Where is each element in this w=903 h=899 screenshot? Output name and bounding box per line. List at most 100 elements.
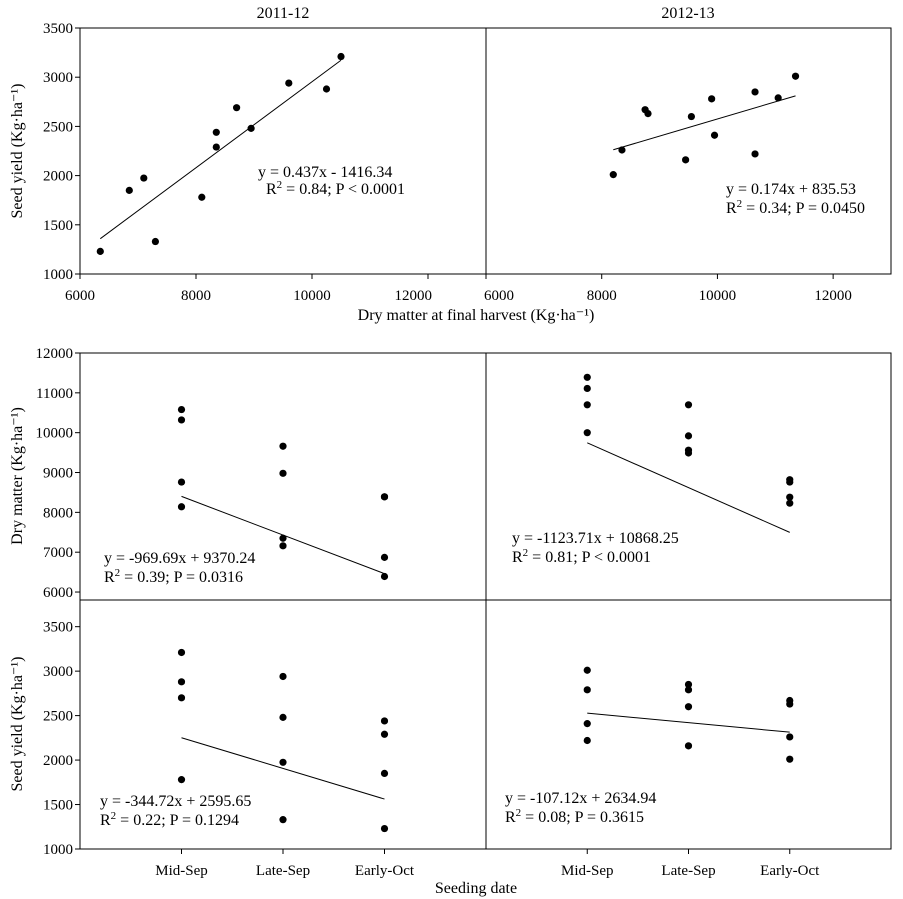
panel-title-2012: 2012-13	[661, 5, 714, 22]
data-point-p2	[774, 94, 782, 102]
data-point-p3	[279, 534, 287, 542]
data-point-p1	[212, 128, 220, 136]
equation-p2: y = 0.174x + 835.53	[726, 181, 856, 198]
data-point-p2	[644, 110, 652, 118]
x-tick-label-p6: Late-Sep	[661, 863, 715, 879]
data-point-p1	[151, 237, 159, 246]
data-point-p2	[618, 146, 626, 154]
top-x-axis-title: Dry matter at final harvest (Kg·ha⁻¹)	[358, 307, 595, 324]
data-point-p4	[583, 373, 591, 381]
data-point-p6	[583, 686, 591, 694]
data-point-p1	[233, 104, 241, 112]
data-point-p4	[786, 493, 794, 501]
data-point-p5	[279, 816, 287, 824]
x-tick-label-p2: 12000	[814, 288, 852, 304]
data-point-p2	[609, 171, 617, 179]
data-point-p4	[583, 429, 591, 437]
data-point-p5	[177, 776, 186, 784]
data-point-p3	[177, 405, 186, 414]
data-point-p6	[786, 733, 794, 741]
stats-p1: R2 = 0.84; P < 0.0001	[266, 179, 405, 198]
data-point-p4	[684, 449, 693, 457]
y-tick-label-p5: 2500	[43, 709, 73, 725]
data-point-p3	[177, 503, 186, 511]
stats-p5: R2 = 0.22; P = 0.1294	[100, 810, 239, 829]
equation-p4: y = -1123.71x + 10868.25	[512, 530, 679, 547]
data-point-p1	[337, 52, 345, 61]
regression-line-p5	[181, 737, 385, 800]
x-tick-label-p5: Late-Sep	[256, 863, 310, 879]
data-point-p5	[380, 769, 389, 778]
y-tick-label-p1: 3000	[43, 70, 73, 86]
equation-p1: y = 0.437x - 1416.34	[258, 164, 392, 181]
data-point-p4	[684, 401, 693, 409]
regression-line-p6	[587, 712, 790, 733]
y-axis-title-seed-yield-top: Seed yield (Kg·ha⁻¹)	[9, 84, 26, 219]
y-tick-label-p5: 1000	[43, 842, 73, 858]
y-tick-label-p5: 1500	[43, 798, 73, 814]
data-point-p5	[177, 648, 186, 657]
data-point-p1	[247, 124, 255, 132]
y-tick-label-p5: 2000	[43, 753, 73, 769]
data-point-p4	[583, 384, 591, 393]
data-point-p3	[177, 416, 186, 424]
data-point-p5	[177, 678, 186, 686]
data-point-p2	[751, 150, 759, 158]
x-tick-label-p1: 8000	[181, 288, 211, 304]
y-tick-label-p3: 12000	[36, 346, 74, 362]
y-tick-label-p1: 2000	[43, 169, 73, 185]
data-point-p6	[684, 686, 693, 694]
equation-p6: y = -107.12x + 2634.94	[505, 790, 656, 807]
y-tick-label-p1: 1500	[43, 218, 73, 234]
data-point-p1	[140, 174, 148, 182]
x-tick-label-p6: Mid-Sep	[561, 863, 614, 879]
x-tick-label-p5: Mid-Sep	[155, 863, 208, 879]
data-point-p2	[708, 95, 716, 103]
data-point-p3	[380, 553, 389, 561]
data-point-p6	[684, 703, 693, 711]
data-point-p3	[380, 493, 389, 501]
data-point-p2	[791, 72, 800, 80]
stats-p2: R2 = 0.34; P = 0.0450	[726, 198, 865, 217]
data-point-p6	[786, 700, 794, 708]
data-point-p2	[710, 131, 719, 139]
data-point-p1	[212, 143, 220, 151]
x-tick-label-p6: Early-Oct	[760, 863, 820, 879]
data-point-p2	[751, 88, 759, 96]
data-point-p6	[684, 680, 693, 689]
data-point-p4	[684, 432, 693, 440]
data-point-p4	[583, 401, 591, 409]
y-tick-label-p1: 2500	[43, 119, 73, 135]
plot-layer: 1000 1500 2000 2500 3000 3500 6000 8000 10000 120…	[36, 21, 865, 879]
x-tick-label-p1: 10000	[293, 288, 331, 304]
data-point-p2	[687, 112, 695, 121]
data-point-p1	[285, 79, 293, 87]
equation-p3: y = -969.69x + 9370.24	[104, 550, 255, 567]
data-point-p5	[279, 758, 287, 766]
data-point-p6	[583, 736, 591, 745]
bottom-x-axis-title: Seeding date	[435, 880, 517, 897]
stats-p3: R2 = 0.39; P = 0.0316	[104, 567, 243, 586]
data-point-p4	[786, 499, 794, 507]
x-tick-label-p2: 6000	[484, 288, 514, 304]
y-tick-label-p3: 6000	[43, 585, 73, 601]
x-tick-label-p1: 6000	[65, 288, 95, 304]
equation-p5: y = -344.72x + 2595.65	[100, 793, 251, 810]
data-point-p5	[380, 730, 389, 738]
y-tick-label-p3: 7000	[43, 545, 73, 561]
data-point-p2	[682, 156, 690, 164]
data-point-p3	[279, 542, 287, 550]
x-tick-label-p5: Early-Oct	[355, 863, 415, 879]
y-tick-label-p1: 3500	[43, 21, 73, 37]
data-point-p3	[279, 469, 287, 477]
data-point-p1	[322, 85, 331, 93]
data-point-p5	[177, 694, 186, 702]
y-tick-label-p5: 3000	[43, 664, 73, 680]
panel-title-2011: 2011-12	[257, 5, 310, 22]
data-point-p3	[380, 572, 389, 581]
y-tick-label-p3: 10000	[36, 426, 74, 442]
y-tick-label-p5: 3500	[43, 620, 73, 636]
data-point-p6	[684, 742, 693, 750]
regression-line-p1	[100, 59, 342, 240]
